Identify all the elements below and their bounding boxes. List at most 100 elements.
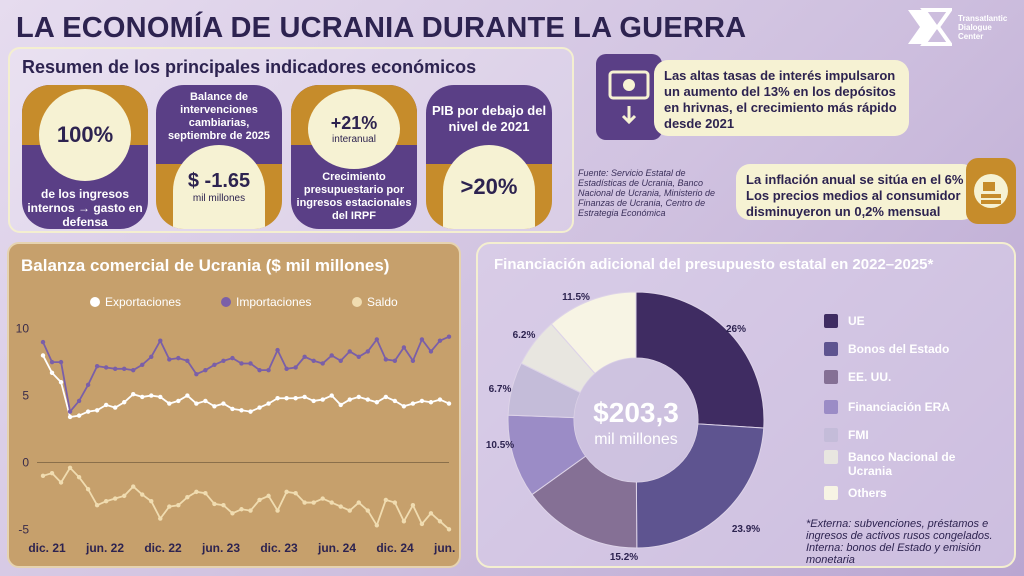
card-gdp: PIB por debajo del nivel de 2021 >20% <box>426 85 552 229</box>
x-tick-label: dic. 24 <box>376 541 414 555</box>
data-point <box>356 354 361 359</box>
logo-line-3: Center <box>958 31 984 41</box>
trade-chart: 10 5 0 -5 dic. 21 jun. 22 dic. 22 jun. 23 dic. 2… <box>16 295 459 555</box>
card-fx-head: Balance de intervenciones cambiarias, se… <box>167 91 271 142</box>
data-point <box>311 398 316 404</box>
card-gdp-head: PIB por debajo del nivel de 2021 <box>431 103 547 134</box>
data-point <box>410 503 416 508</box>
data-point <box>194 371 199 377</box>
data-point <box>94 408 100 413</box>
data-point <box>131 484 136 489</box>
x-tick-label: jun. 23 <box>201 541 240 555</box>
data-point <box>275 347 280 353</box>
data-point <box>140 492 145 497</box>
budget-note: *Externa: subvenciones, préstamos e ingr… <box>806 518 993 566</box>
data-point <box>428 511 434 516</box>
y-tick-label: 5 <box>22 389 29 403</box>
data-point <box>410 358 416 363</box>
data-point <box>194 401 199 406</box>
legend-label: Others <box>848 486 887 500</box>
data-point <box>356 500 361 505</box>
data-point <box>230 355 235 361</box>
data-point <box>103 499 109 504</box>
data-point <box>338 358 343 363</box>
data-point <box>275 396 280 401</box>
data-point <box>212 362 217 367</box>
slice-label: 26% <box>726 324 746 335</box>
data-point <box>221 503 226 508</box>
data-point <box>392 500 398 505</box>
data-point <box>203 491 208 496</box>
data-point <box>401 345 407 350</box>
data-point <box>221 401 226 406</box>
data-point <box>329 353 334 358</box>
data-point <box>76 474 82 480</box>
data-point <box>446 401 452 406</box>
data-point <box>248 361 253 366</box>
data-point <box>311 500 316 505</box>
legend-label: Saldo <box>367 295 398 309</box>
legend-swatch <box>824 342 838 356</box>
legend-swatch <box>824 450 838 464</box>
x-tick-label: dic. 21 <box>28 541 66 555</box>
legend-swatch <box>824 428 838 442</box>
data-point <box>284 489 289 495</box>
data-point <box>338 504 343 509</box>
legend-label: Financiación ERA <box>848 400 951 414</box>
data-point <box>347 397 352 402</box>
data-point <box>383 357 389 362</box>
data-point <box>401 519 407 524</box>
slice-label: 11.5% <box>562 292 590 303</box>
x-tick-label: jun. 25 <box>433 541 459 555</box>
data-point <box>392 398 398 404</box>
data-point <box>428 349 434 354</box>
data-point <box>149 354 154 359</box>
data-point <box>374 523 380 528</box>
page-title: LA ECONOMÍA DE UCRANIA DURANTE LA GUERRA <box>16 12 747 44</box>
data-point <box>103 365 109 370</box>
data-point <box>374 400 380 405</box>
inflation-line-2: Los precios medios al consumidor disminu… <box>746 188 961 219</box>
budget-panel: Financiación adicional del presupuesto e… <box>476 242 1016 568</box>
data-point <box>103 402 109 408</box>
data-point <box>49 370 55 376</box>
data-point <box>131 367 136 373</box>
donut-center-unit: mil millones <box>594 431 678 448</box>
data-point <box>140 394 145 400</box>
inflation-line-1: La inflación anual se sitúa en el 6% <box>746 172 964 187</box>
data-point <box>230 406 235 412</box>
data-point <box>67 409 73 414</box>
y-tick-label: -5 <box>18 522 29 536</box>
legend-label: Exportaciones <box>105 295 181 309</box>
card-growth-unit: interanual <box>332 134 376 145</box>
y-tick-label: 10 <box>16 322 30 336</box>
deposits-callout: Las altas tasas de interés impulsaron un… <box>654 60 909 136</box>
data-point <box>112 405 118 410</box>
data-point <box>392 358 398 363</box>
data-point <box>167 504 172 509</box>
data-point <box>176 503 181 508</box>
data-point <box>122 493 127 499</box>
data-point <box>176 398 181 404</box>
data-point <box>302 394 307 400</box>
data-point <box>212 501 217 507</box>
data-point <box>356 394 361 400</box>
data-point <box>239 361 244 366</box>
data-point <box>248 508 253 513</box>
legend-label: FMI <box>848 428 869 442</box>
data-point <box>293 365 298 370</box>
data-point <box>158 516 163 521</box>
data-point <box>67 465 73 470</box>
trade-chart-panel: Balanza comercial de Ucrania ($ mil mill… <box>7 242 461 568</box>
data-point <box>437 397 443 402</box>
data-point <box>122 366 127 372</box>
data-point <box>266 493 271 499</box>
data-point <box>167 401 172 406</box>
data-point <box>76 413 82 418</box>
card-growth-text: Crecimiento presupuestario por ingresos … <box>296 171 412 222</box>
data-point <box>266 401 271 406</box>
data-point <box>374 337 380 342</box>
donut-center-value: $203,3 <box>593 397 679 428</box>
data-point <box>266 367 271 373</box>
data-point <box>284 366 289 372</box>
